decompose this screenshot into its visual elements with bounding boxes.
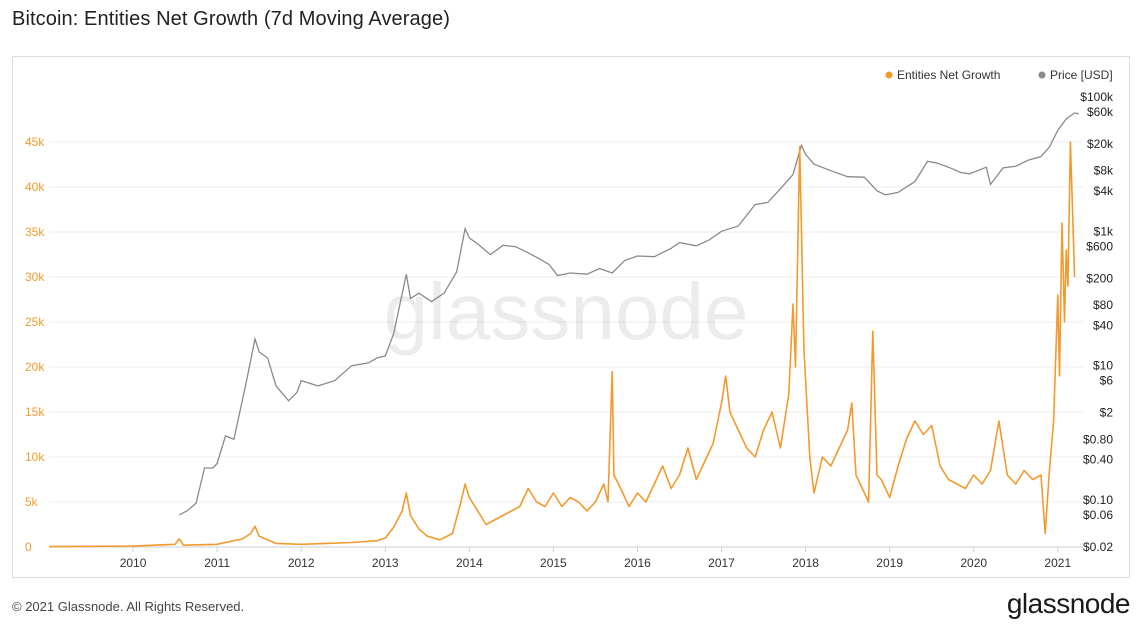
right-tick-label: $60k bbox=[1087, 105, 1114, 119]
x-tick-label: 2012 bbox=[288, 556, 315, 570]
legend-marker bbox=[1038, 71, 1046, 79]
left-tick-label: 5k bbox=[25, 495, 39, 509]
right-tick-label: $0.02 bbox=[1083, 540, 1113, 554]
watermark-text: glassnode bbox=[384, 267, 749, 356]
x-tick-label: 2014 bbox=[456, 556, 483, 570]
legend-marker bbox=[885, 71, 893, 79]
right-tick-label: $1k bbox=[1094, 224, 1114, 238]
right-tick-label: $0.06 bbox=[1083, 508, 1113, 522]
legend-label: Price [USD] bbox=[1050, 68, 1113, 82]
x-tick-label: 2017 bbox=[708, 556, 735, 570]
left-tick-label: 0 bbox=[25, 540, 32, 554]
left-tick-label: 15k bbox=[25, 405, 45, 419]
right-tick-label: $10 bbox=[1093, 359, 1113, 373]
price-line bbox=[178, 112, 1079, 516]
left-tick-label: 20k bbox=[25, 360, 45, 374]
x-tick-label: 2015 bbox=[540, 556, 567, 570]
right-tick-label: $0.40 bbox=[1083, 453, 1113, 467]
right-tick-label: $8k bbox=[1094, 164, 1114, 178]
left-tick-label: 35k bbox=[25, 225, 45, 239]
right-tick-label: $0.80 bbox=[1083, 432, 1113, 446]
legend-label: Entities Net Growth bbox=[897, 68, 1000, 82]
chart-panel: 0 5k 10k 15k 20k 25k 30k 35k 40k 45k glassnode $0.0… bbox=[12, 56, 1130, 578]
copyright-text: © 2021 Glassnode. All Rights Reserved. bbox=[12, 599, 245, 614]
left-tick-label: 45k bbox=[25, 135, 45, 149]
right-tick-label: $40 bbox=[1093, 318, 1113, 332]
left-tick-label: 30k bbox=[25, 270, 45, 284]
right-tick-label: $6 bbox=[1100, 374, 1114, 388]
x-tick-label: 2010 bbox=[120, 556, 147, 570]
right-tick-label: $0.10 bbox=[1083, 493, 1113, 507]
x-tick-label: 2019 bbox=[876, 556, 903, 570]
left-tick-label: 40k bbox=[25, 180, 45, 194]
x-tick-label: 2011 bbox=[204, 556, 230, 570]
chart-title: Bitcoin: Entities Net Growth (7d Moving … bbox=[12, 8, 450, 30]
x-tick-label: 2016 bbox=[624, 556, 651, 570]
left-tick-label: 10k bbox=[25, 450, 45, 464]
x-tick-label: 2021 bbox=[1044, 556, 1071, 570]
right-tick-label: $100k bbox=[1080, 90, 1114, 104]
glassnode-logo[interactable]: glassnode bbox=[1006, 588, 1131, 619]
right-tick-label: $200 bbox=[1086, 271, 1113, 285]
right-tick-label: $4k bbox=[1094, 184, 1114, 198]
right-tick-label: $2 bbox=[1100, 406, 1114, 420]
x-tick-label: 2013 bbox=[372, 556, 399, 570]
right-tick-label: $80 bbox=[1093, 298, 1113, 312]
right-tick-label: $600 bbox=[1086, 239, 1113, 253]
chart-svg: 0 5k 10k 15k 20k 25k 30k 35k 40k 45k glassnode $0.0… bbox=[25, 68, 1114, 570]
x-tick-label: 2020 bbox=[960, 556, 987, 570]
right-tick-label: $20k bbox=[1087, 137, 1114, 151]
x-tick-label: 2018 bbox=[792, 556, 819, 570]
left-tick-label: 25k bbox=[25, 315, 45, 329]
entities-growth-line bbox=[48, 141, 1076, 548]
